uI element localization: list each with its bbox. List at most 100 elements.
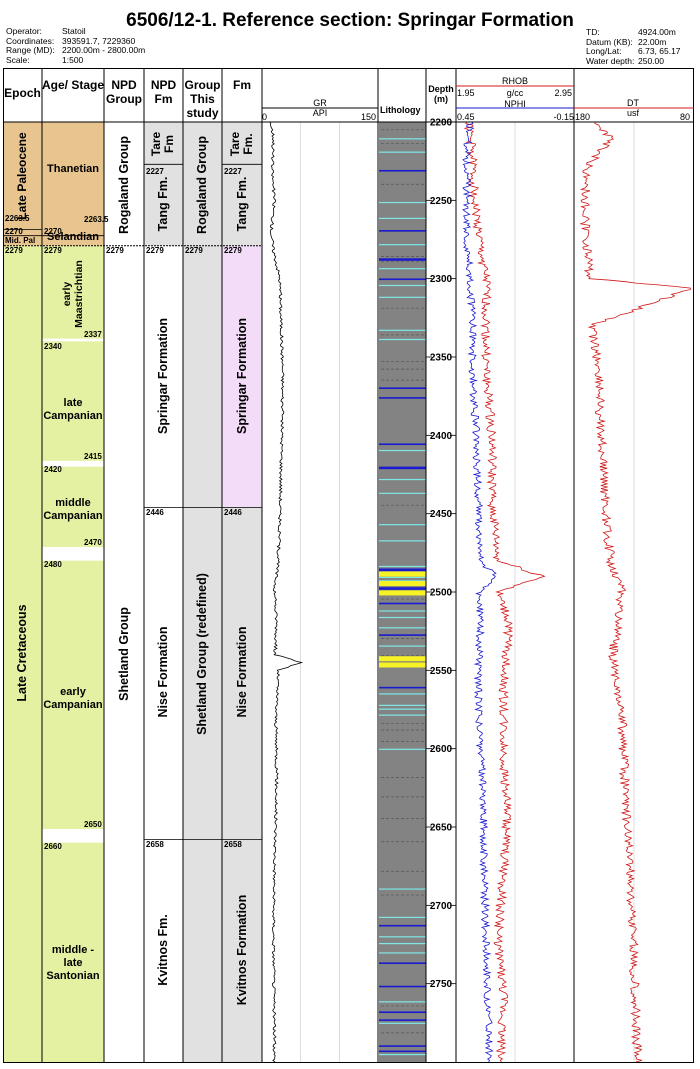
npd-fm-d-tang: 2227 [146,167,164,176]
header-meta-left: Operator: Statoil Coordinates: 393591.7, 72… [6,26,146,66]
fm-study-d-nise: 2446 [224,508,242,517]
meta-left-key: Range (MD): [6,45,55,56]
meta-left-key: Operator: [6,26,42,36]
stage-base-depth: 2470 [84,538,102,547]
meta-right-value: 4924.00m [638,27,676,37]
epoch-depth-2279: 2279 [5,246,23,255]
lith-cyan-band [379,244,426,246]
meta-right-value: 6.73, 65.17 [638,46,681,57]
lith-yellow-band [379,656,426,662]
stage-selandian-fill [42,235,104,246]
npd-fm-tare: Tare Fm [149,131,176,157]
epoch-depth-2263: 2263.5 [5,214,30,223]
fm-study-kvitnos-fill [222,839,262,1062]
lith-blue-thick [379,568,426,571]
stage-label: middle - late Santonian [46,944,100,982]
epoch-cretaceous-fill [4,245,42,1062]
lith-cyan-band [379,580,426,582]
stage-band-fill [42,842,104,1062]
lith-yellow-band [379,590,426,596]
depth-tick-label: 2550 [430,666,453,677]
stage-band-fill [42,560,104,829]
lith-yellow-band [379,662,426,668]
gr-min: 0 [262,112,268,122]
meta-left-row: Coordinates: 393591.7, 7229360 [6,35,145,47]
stage-top-depth: 2270 [44,227,62,236]
dt-curve [579,121,691,1063]
col-age-header: Age/ Stage [42,78,105,92]
lith-cyan-band [379,151,426,153]
meta-right-row: Water depth: 250.00 [586,56,681,67]
stage-label: middle Campanian [43,497,103,522]
lith-blue-band [379,686,426,689]
meta-right-value: 22.00m [638,36,667,47]
lith-cyan-band [379,329,426,331]
lith-cyan-band [379,627,426,629]
lith-cyan-band [379,338,426,341]
col-lithology-header: Lithology [380,105,421,115]
nphi-max: -0.15 [553,112,574,122]
col-fm-study-header: Fm [233,78,251,92]
meta-left-value: 393591.7, 7229360 [62,35,136,46]
fm-study-springar-fill [222,245,262,508]
stage-top-depth: 2660 [44,842,62,851]
depth-tick-label: 2300 [430,274,453,285]
lith-cyan-band [379,693,426,695]
depth-tick-label: 2500 [430,588,453,599]
lith-cyan-band [379,492,426,494]
group-study-shetland: Shetland Group (redefined) [195,573,209,735]
lith-cyan-band [379,936,426,938]
lith-cyan-band [379,576,426,579]
lith-blue-band [379,387,426,390]
stage-base-depth: 2650 [84,820,102,829]
npd-fm-kvitnos: Kvitnos Fm. [156,914,170,986]
gr-unit: API [312,108,328,118]
stage-label: late Campanian [43,397,103,422]
col-npd-group-header: NPD Group [106,78,142,106]
stage-top-depth: 2420 [44,465,62,474]
stage-base-depth: 2337 [84,330,102,339]
npd-group-rogaland: Rogaland Group [117,136,131,234]
stage-top-depth: 2480 [44,560,62,569]
lith-cyan-band [379,645,426,647]
rhob-curve [463,121,546,1063]
lith-blue-band [379,1019,426,1021]
lith-blue-band [379,230,426,232]
npd-group-top-2279: 2279 [106,246,124,255]
lith-blue-thick [379,587,426,590]
meta-right-row: Long/Lat: 6.73, 65.17 [586,47,681,57]
fm-study-tare: Tare Fm. [228,131,255,157]
npd-fm-d-nise: 2446 [146,508,164,517]
meta-left-value: 2200.00m - 2800.00m [62,45,146,56]
meta-left-value: Statoil [62,26,86,36]
meta-left-value: 1:500 [62,54,84,65]
lith-blue-band [379,602,426,605]
lith-blue-band [379,962,426,965]
meta-right-key: Datum (KB): [586,36,633,47]
depth-tick-label: 2200 [430,118,453,129]
stage-label: early Campanian [43,686,103,711]
npd-fm-nise: Nise Formation [156,626,170,718]
depth-tick-label: 2650 [430,823,453,834]
epoch-depth-2270: 2270 [5,227,23,236]
lith-cyan-band [379,138,426,140]
meta-right-row: Datum (KB): 22.00m [586,36,681,48]
lith-blue-thick [379,466,426,470]
meta-right-key: Long/Lat: [586,46,622,57]
lith-cyan-band [379,201,426,204]
depth-tick-label: 2600 [430,744,453,755]
stage-top-depth: 2279 [44,246,62,255]
lith-cyan-band [379,943,426,945]
depth-tick-label: 2750 [430,979,453,990]
group-study-rogaland-fill [183,122,222,246]
npd-fm-d-springar: 2279 [146,246,164,255]
lith-blue-band [379,397,426,399]
lith-blue-band [379,985,426,988]
meta-left-row: Scale: 1:500 [6,54,145,66]
fm-study-kvitnos: Kvitnos Formation [235,894,249,1006]
stage-label: early Maastrichtian [61,260,85,328]
lith-blue-band [379,169,426,172]
lith-cyan-band [379,714,426,716]
gr-name: GR [313,98,327,108]
